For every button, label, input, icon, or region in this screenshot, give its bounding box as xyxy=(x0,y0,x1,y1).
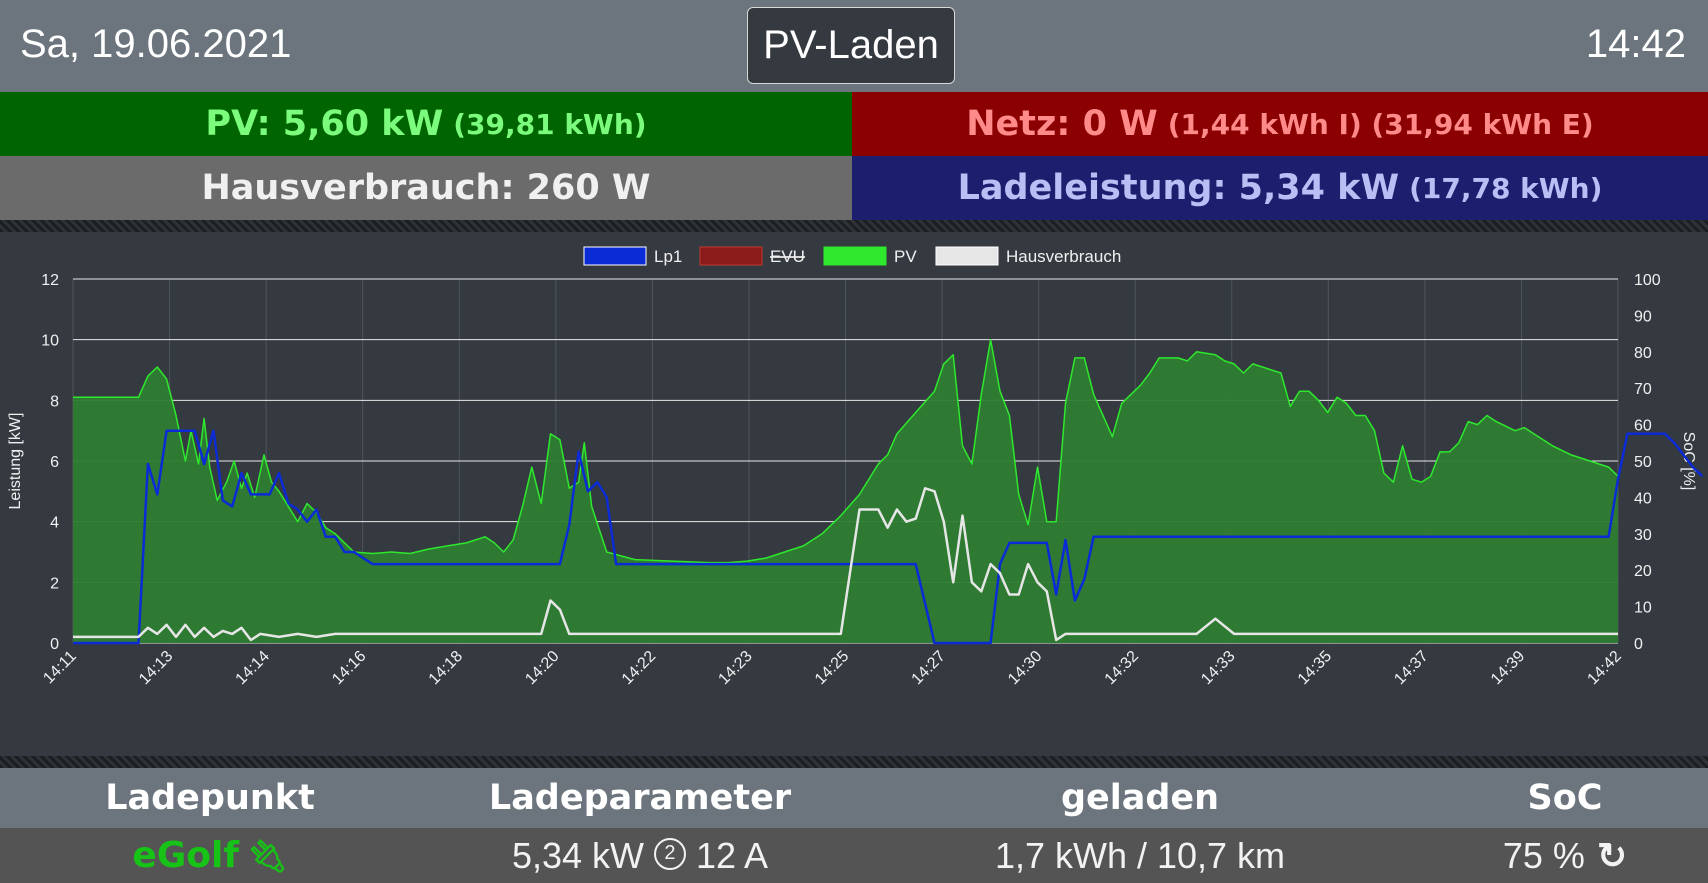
x-tick-label: 14:30 xyxy=(1005,648,1045,688)
y-tick-label: 4 xyxy=(50,515,59,532)
top-header: Sa, 19.06.2021 PV-Laden 14:42 xyxy=(0,0,1708,92)
x-tick-label: 14:42 xyxy=(1584,648,1624,688)
legend-label-lp1: Lp1 xyxy=(654,247,682,266)
charge-power-tile: Ladeleistung: 5,34 kW (17,78 kWh) xyxy=(852,156,1708,220)
charged-amount: 1,7 kWh / 10,7 km xyxy=(994,834,1286,876)
charge-energy: (17,78 kWh) xyxy=(1409,171,1603,205)
pv-energy: (39,81 kWh) xyxy=(453,107,647,141)
y-tick-label: 2 xyxy=(50,575,59,592)
chargepoint-row: eGolf 🔌︎ 5,34 kW 2 12 A 1,7 kWh / 10,7 k… xyxy=(0,828,1708,883)
y2-tick-label: 10 xyxy=(1634,600,1652,617)
house-consumption: Hausverbrauch: 260 W xyxy=(201,168,651,208)
y2-tick-label: 100 xyxy=(1634,272,1661,289)
x-tick-label: 14:20 xyxy=(522,648,562,688)
y-tick-label: 0 xyxy=(50,636,59,653)
x-tick-label: 14:16 xyxy=(329,648,369,688)
legend-label-evu: EVU xyxy=(770,247,805,266)
chargepoint-table-header: Ladepunkt Ladeparameter geladen SoC xyxy=(0,768,1708,828)
power-chart: 0 2 4 6 8 10 12 0 10 20 30 40 50 60 70 80 90 100 Leistung … xyxy=(0,232,1708,756)
legend-label-pv: PV xyxy=(894,247,917,266)
x-tick-label: 14:11 xyxy=(40,648,80,688)
y-tick-label: 12 xyxy=(41,272,59,289)
time-display: 14:42 xyxy=(1585,22,1686,66)
col-header-ladeparameter: Ladeparameter xyxy=(488,778,792,818)
pv-power: PV: 5,60 kW xyxy=(205,104,444,144)
grid-tile: Netz: 0 W (1,44 kWh I) (31,94 kWh E) xyxy=(852,92,1708,156)
series-line-lp1 xyxy=(73,429,1704,645)
soc-value: 75 % xyxy=(1502,834,1585,876)
y2-tick-label: 20 xyxy=(1634,563,1652,580)
x-tick-label: 14:23 xyxy=(715,648,755,688)
series-line-hausverbrauch xyxy=(73,487,1618,642)
series-line-pv xyxy=(73,338,1619,564)
col-header-ladepunkt: Ladepunkt xyxy=(105,778,315,818)
col-header-soc: SoC xyxy=(1527,778,1603,818)
legend-swatch-pv xyxy=(823,246,887,266)
y-tick-label: 8 xyxy=(50,393,59,410)
x-tick-label: 14:39 xyxy=(1488,648,1528,688)
pv-tile: PV: 5,60 kW (39,81 kWh) xyxy=(0,92,852,156)
charge-mode-button[interactable]: PV-Laden xyxy=(747,7,955,84)
pv-area xyxy=(73,339,1618,643)
x-tick-label: 14:14 xyxy=(233,648,273,688)
circled-number-icon: 2 xyxy=(653,837,686,870)
grid-power: Netz: 0 W xyxy=(966,104,1158,144)
chargepoint-name[interactable]: eGolf xyxy=(132,835,240,876)
house-consumption-tile: Hausverbrauch: 260 W xyxy=(0,156,852,220)
divider xyxy=(0,756,1708,768)
legend-label-hausverbrauch: Hausverbrauch xyxy=(1006,247,1121,266)
y-tick-label: 6 xyxy=(50,454,59,471)
x-tick-label: 14:22 xyxy=(619,648,659,688)
x-tick-label: 14:35 xyxy=(1295,648,1335,688)
chargepoint-name-cell[interactable]: eGolf 🔌︎ xyxy=(50,828,370,883)
y2-tick-label: 40 xyxy=(1634,490,1652,507)
x-tick-label: 14:25 xyxy=(812,648,852,688)
x-tick-label: 14:27 xyxy=(909,648,949,688)
legend-swatch-lp1 xyxy=(583,246,647,266)
x-tick-label: 14:18 xyxy=(426,648,466,688)
y2-tick-label: 0 xyxy=(1634,636,1643,653)
x-tick-label: 14:13 xyxy=(136,648,176,688)
plug-icon: 🔌︎ xyxy=(247,836,288,875)
legend-swatch-hausverbrauch xyxy=(935,246,999,266)
col-header-geladen: geladen xyxy=(1060,778,1220,818)
date-display: Sa, 19.06.2021 xyxy=(20,22,292,66)
charge-parameter-current: 12 A xyxy=(695,834,769,876)
legend-swatch-evu xyxy=(699,246,763,266)
divider xyxy=(0,220,1708,232)
y2-tick-label: 30 xyxy=(1634,527,1652,544)
charge-power: Ladeleistung: 5,34 kW xyxy=(957,168,1400,208)
charge-parameter-power: 5,34 kW xyxy=(511,834,644,876)
y-axis-label: Leistung [kW] xyxy=(7,413,24,510)
x-tick-label: 14:32 xyxy=(1102,648,1142,688)
x-tick-label: 14:37 xyxy=(1391,648,1431,688)
y2-tick-label: 70 xyxy=(1634,381,1652,398)
refresh-icon[interactable]: ↻ xyxy=(1596,834,1628,876)
y-tick-label: 10 xyxy=(41,333,59,350)
x-tick-label: 14:33 xyxy=(1198,648,1238,688)
charge-parameters-cell: 5,34 kW 2 12 A xyxy=(440,828,840,883)
chart-svg: 0 2 4 6 8 10 12 0 10 20 30 40 50 60 70 80 90 100 Leistung … xyxy=(7,246,1704,688)
y2-tick-label: 80 xyxy=(1634,345,1652,362)
grid-energy: (1,44 kWh I) (31,94 kWh E) xyxy=(1167,107,1594,141)
y2-tick-label: 60 xyxy=(1634,418,1652,435)
y2-tick-label: 50 xyxy=(1634,454,1652,471)
soc-cell: 75 % ↻ xyxy=(1440,828,1690,883)
y2-tick-label: 90 xyxy=(1634,308,1652,325)
